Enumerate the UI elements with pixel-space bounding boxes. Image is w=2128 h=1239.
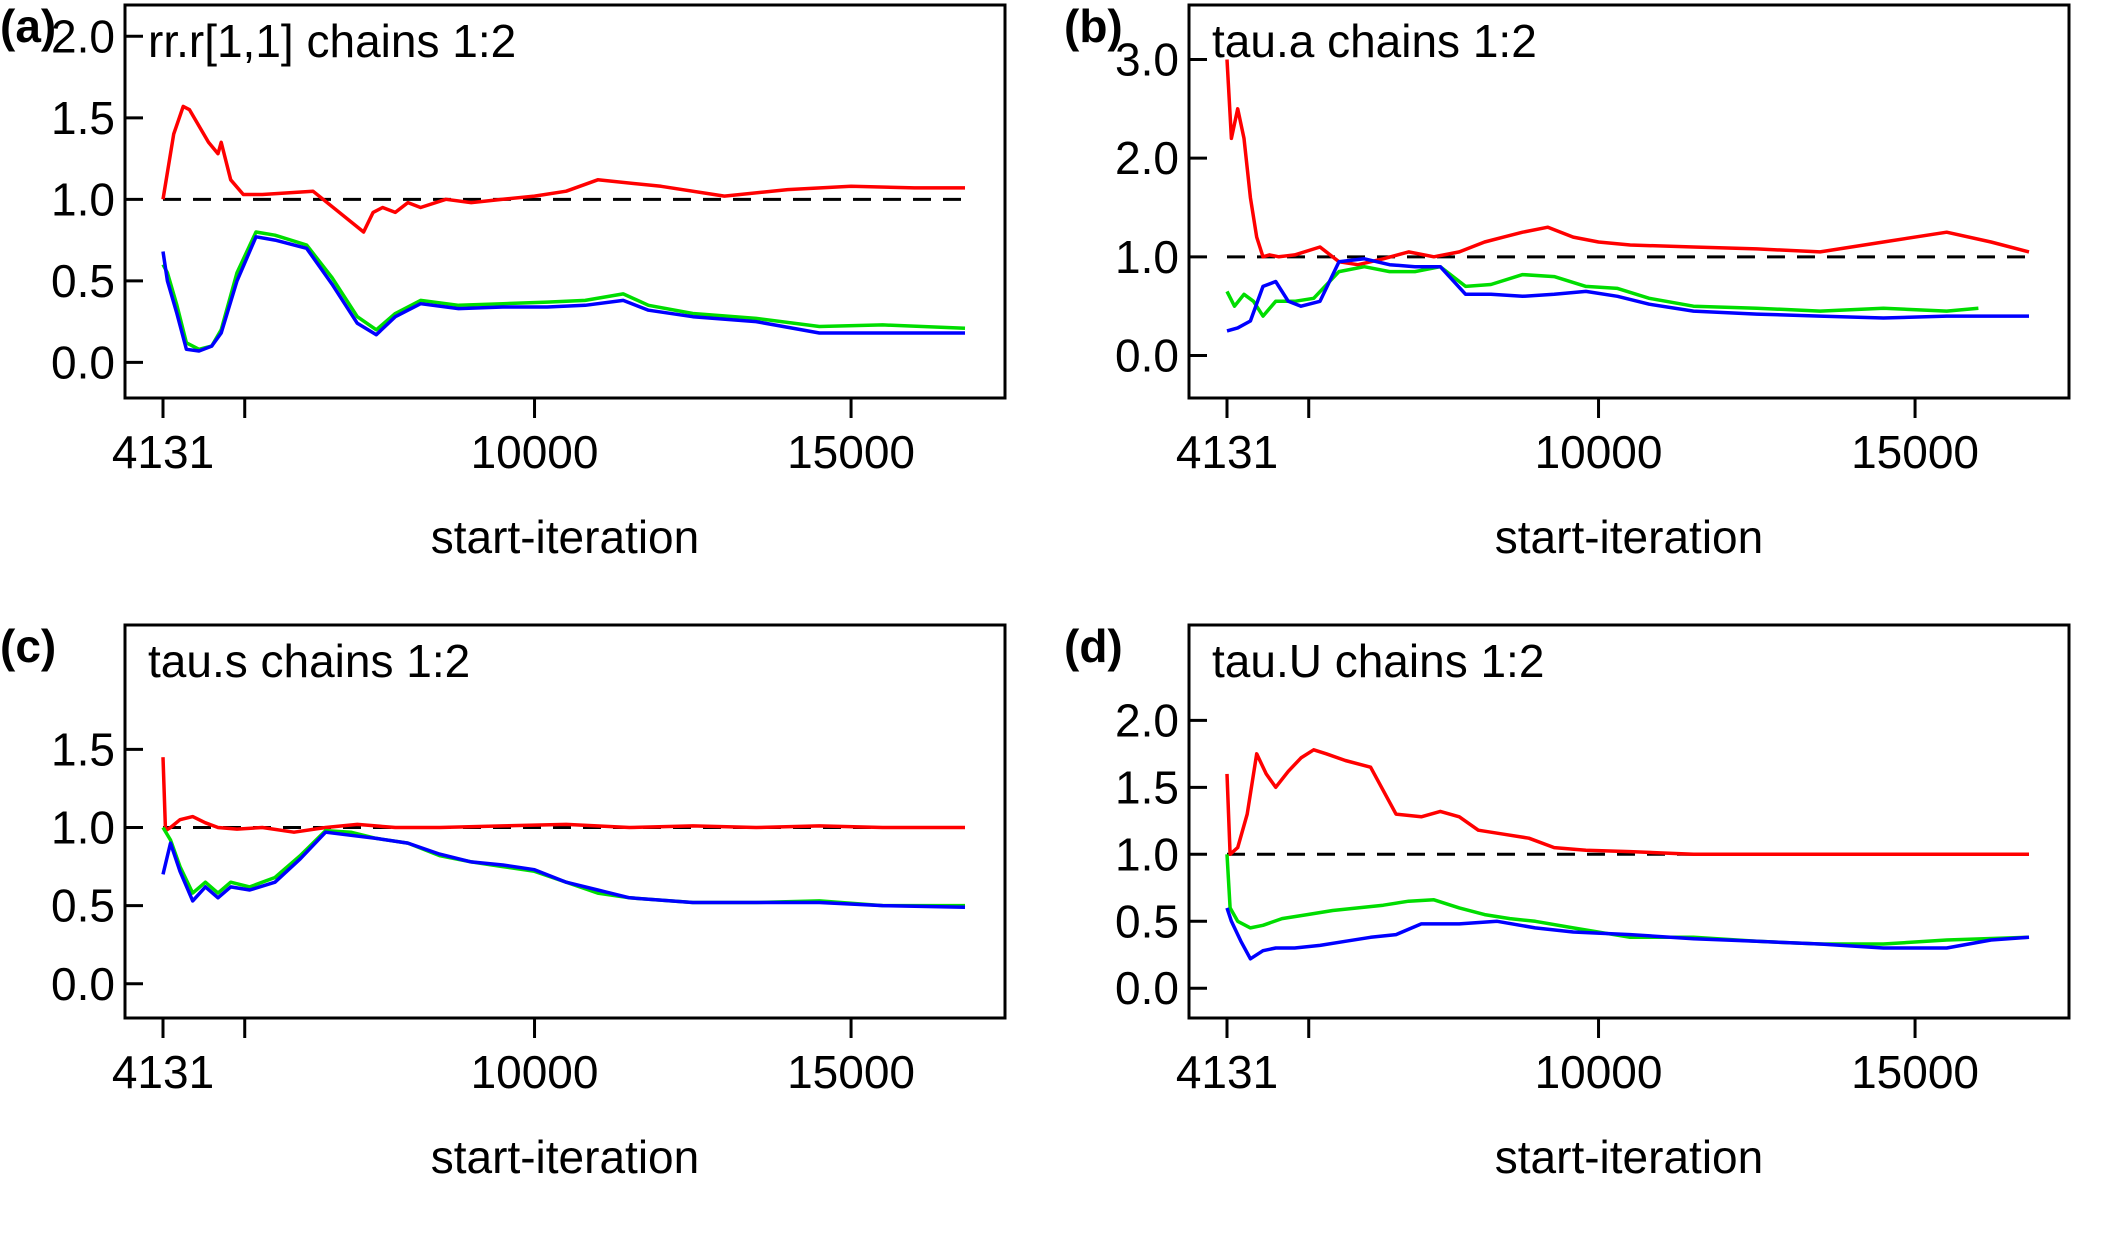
plot-frame-d: [1187, 623, 2071, 1020]
y-tick-label-a-3: 1.5: [51, 92, 115, 144]
x-tick-label-a-1: 10000: [471, 426, 599, 478]
x-axis-label-a: start-iteration: [431, 511, 699, 563]
x-tick-label-c-1: 10000: [471, 1046, 599, 1098]
y-tick-label-b-2: 2.0: [1115, 132, 1179, 184]
chart-title-d: tau.U chains 1:2: [1212, 635, 1544, 687]
x-axis-label-b: start-iteration: [1495, 511, 1763, 563]
chart-svg-a: (a) rr.r[1,1] chains 1:2 0.0 0.5 1.0 1.5 2.0 41…: [0, 0, 1007, 563]
x-tick-label-a-2: 15000: [787, 426, 915, 478]
panel-letter-b: (b): [1064, 0, 1123, 52]
y-tick-label-a-0: 0.0: [51, 336, 115, 388]
series-line-c-red: [161, 757, 965, 834]
x-tick-label-d-1: 10000: [1535, 1046, 1663, 1098]
y-tick-label-c-0: 0.0: [51, 958, 115, 1010]
panel-letter-a: (a): [0, 0, 56, 52]
y-tick-label-c-1: 0.5: [51, 880, 115, 932]
series-line-d-red: [1225, 748, 2029, 857]
y-tick-label-d-1: 0.5: [1115, 895, 1179, 947]
x-axis-label-d: start-iteration: [1495, 1131, 1763, 1183]
y-tick-label-c-2: 1.0: [51, 802, 115, 854]
chart-panel-a: (a) rr.r[1,1] chains 1:2 0.0 0.5 1.0 1.5 2.0 41…: [0, 0, 1064, 619]
chart-svg-d: (d) tau.U chains 1:2 0.0 0.5 1.0 1.5 2.0 4131 10…: [1064, 620, 2071, 1183]
y-tick-label-d-0: 0.0: [1115, 962, 1179, 1014]
y-tick-label-a-2: 1.0: [51, 173, 115, 225]
plot-frame-b: [1187, 3, 2071, 400]
chart-panel-c: (c) tau.s chains 1:2 0.0 0.5 1.0 1.5 4131 10000…: [0, 620, 1064, 1239]
chart-panel-b: (b) tau.a chains 1:2 0.0 1.0 2.0 3.0 4131 10000…: [1064, 0, 2128, 619]
series-line-d-green: [1225, 854, 2030, 946]
chart-title-b: tau.a chains 1:2: [1212, 15, 1537, 67]
y-tick-label-a-1: 0.5: [51, 255, 115, 307]
x-tick-label-a-0: 4131: [112, 426, 214, 478]
series-line-b-red: [1225, 59, 2030, 267]
x-axis-label-c: start-iteration: [431, 1131, 699, 1183]
x-tick-label-d-0: 4131: [1176, 1046, 1278, 1098]
series-line-c-blue: [161, 830, 966, 909]
chart-svg-b: (b) tau.a chains 1:2 0.0 1.0 2.0 3.0 4131 10000…: [1064, 0, 2071, 563]
chart-title-c: tau.s chains 1:2: [148, 635, 470, 687]
x-tick-label-c-0: 4131: [112, 1046, 214, 1098]
x-tick-label-c-2: 15000: [787, 1046, 915, 1098]
y-tick-label-b-0: 0.0: [1115, 330, 1179, 382]
x-tick-label-d-2: 15000: [1851, 1046, 1979, 1098]
series-line-b-green: [1225, 264, 1979, 318]
y-tick-label-a-4: 2.0: [51, 10, 115, 62]
x-tick-label-b-2: 15000: [1851, 426, 1979, 478]
chart-panel-d: (d) tau.U chains 1:2 0.0 0.5 1.0 1.5 2.0 4131 10…: [1064, 620, 2128, 1239]
series-line-d-blue: [1225, 907, 2030, 961]
series-line-a-red: [161, 104, 965, 234]
plot-frame-a: [123, 3, 1007, 400]
chart-title-a: rr.r[1,1] chains 1:2: [148, 15, 516, 67]
series-line-a-blue: [161, 235, 965, 353]
y-tick-label-d-3: 1.5: [1115, 761, 1179, 813]
y-tick-label-c-3: 1.5: [51, 723, 115, 775]
y-tick-label-d-2: 1.0: [1115, 828, 1179, 880]
plot-frame-c: [123, 623, 1007, 1020]
chart-svg-c: (c) tau.s chains 1:2 0.0 0.5 1.0 1.5 4131 10000…: [0, 620, 1007, 1183]
panel-letter-d: (d): [1064, 620, 1123, 672]
series-line-c-green: [161, 826, 965, 908]
x-tick-label-b-1: 10000: [1535, 426, 1663, 478]
y-tick-label-b-3: 3.0: [1115, 33, 1179, 85]
panel-letter-c: (c): [0, 620, 56, 672]
y-tick-label-b-1: 1.0: [1115, 231, 1179, 283]
y-tick-label-d-4: 2.0: [1115, 694, 1179, 746]
x-tick-label-b-0: 4131: [1176, 426, 1278, 478]
series-line-b-blue: [1226, 257, 2029, 333]
